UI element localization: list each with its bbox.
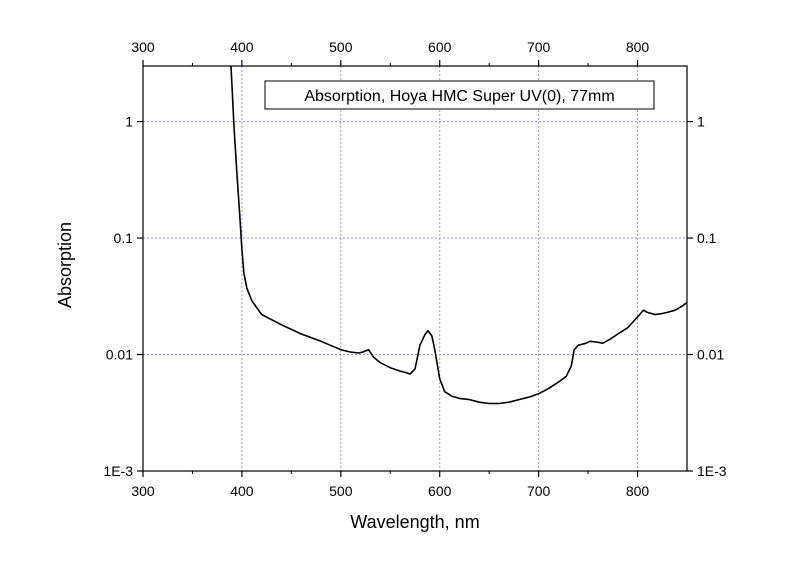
x-tick-label-top: 700: [527, 39, 551, 55]
y-tick-label-left: 0.01: [106, 347, 133, 363]
y-axis-label: Absorption: [55, 222, 75, 308]
x-tick-label-bottom: 300: [131, 483, 155, 499]
series-line-absorption: [230, 65, 688, 405]
y-tick-label-right: 0.01: [697, 347, 724, 363]
y-tick-label-right: 0.1: [697, 230, 717, 246]
legend-text: Absorption, Hoya HMC Super UV(0), 77mm: [304, 88, 614, 105]
x-tick-label-top: 500: [329, 39, 353, 55]
x-tick-label-bottom: 400: [230, 483, 254, 499]
y-tick-label-right: 1: [697, 114, 705, 130]
grid-lines: [143, 66, 687, 471]
x-tick-label-top: 800: [626, 39, 650, 55]
legend-box: Absorption, Hoya HMC Super UV(0), 77mm: [264, 80, 655, 110]
y-tick-label-left: 1: [125, 114, 133, 130]
legend-frame: [264, 80, 655, 110]
y-tick-label-left: 0.1: [114, 230, 134, 246]
y-tick-label-left: 1E-3: [103, 463, 133, 479]
x-tick-label-top: 600: [428, 39, 452, 55]
axis-ticks: 300 300 400 400 500 500 600 600 700 700 800 800 1E-3…: [103, 39, 726, 499]
x-tick-label-top: 300: [131, 39, 155, 55]
x-axis-label: Wavelength, nm: [350, 512, 479, 532]
x-tick-label-bottom: 800: [626, 483, 650, 499]
x-tick-label-bottom: 600: [428, 483, 452, 499]
x-tick-label-bottom: 500: [329, 483, 353, 499]
x-tick-label-top: 400: [230, 39, 254, 55]
plot-frame: [142, 65, 688, 472]
y-tick-label-right: 1E-3: [697, 463, 727, 479]
x-tick-label-bottom: 700: [527, 483, 551, 499]
